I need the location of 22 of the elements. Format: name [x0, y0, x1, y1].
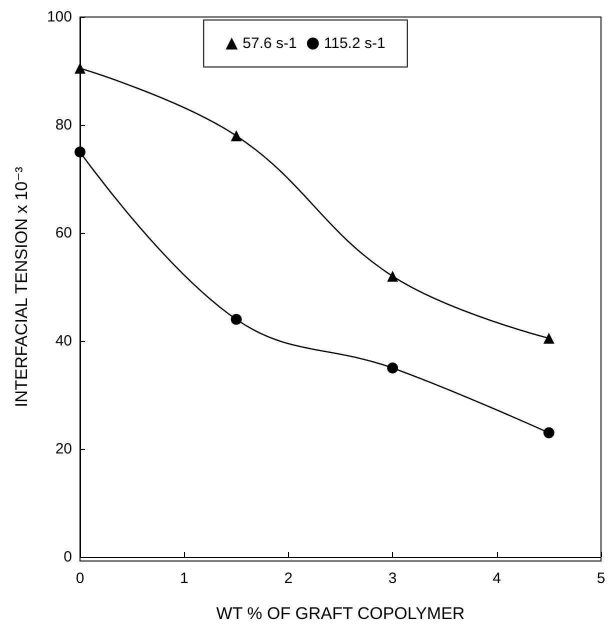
point: [543, 427, 554, 438]
x-tick-label: 5: [596, 570, 606, 587]
point: [230, 130, 242, 142]
x-tick-label: 1: [180, 570, 188, 587]
x-tick-label: 4: [492, 570, 501, 587]
x-axis-title: WT % OF GRAFT COPOLYMER: [216, 604, 465, 623]
x-tick-label: 3: [388, 570, 397, 587]
x-tick-label: 2: [284, 570, 293, 587]
legend-label: 57.6 s-1: [242, 35, 297, 52]
point: [230, 314, 242, 325]
y-tick-label: 80: [55, 116, 72, 134]
point: [387, 362, 398, 374]
y-tick-label: 20: [55, 440, 72, 458]
legend-label: 115.2 s-1: [324, 35, 386, 52]
y-axis-title: INTERFACIAL TENSION x 10⁻³: [12, 166, 31, 408]
point: [543, 332, 554, 344]
x-tick-label: 0: [76, 570, 84, 587]
y-tick-label: 100: [46, 8, 72, 26]
y-tick-label: 60: [55, 224, 72, 242]
y-tick-label: 0: [64, 548, 72, 566]
y-tick-label: 40: [55, 332, 72, 350]
point: [387, 270, 398, 282]
